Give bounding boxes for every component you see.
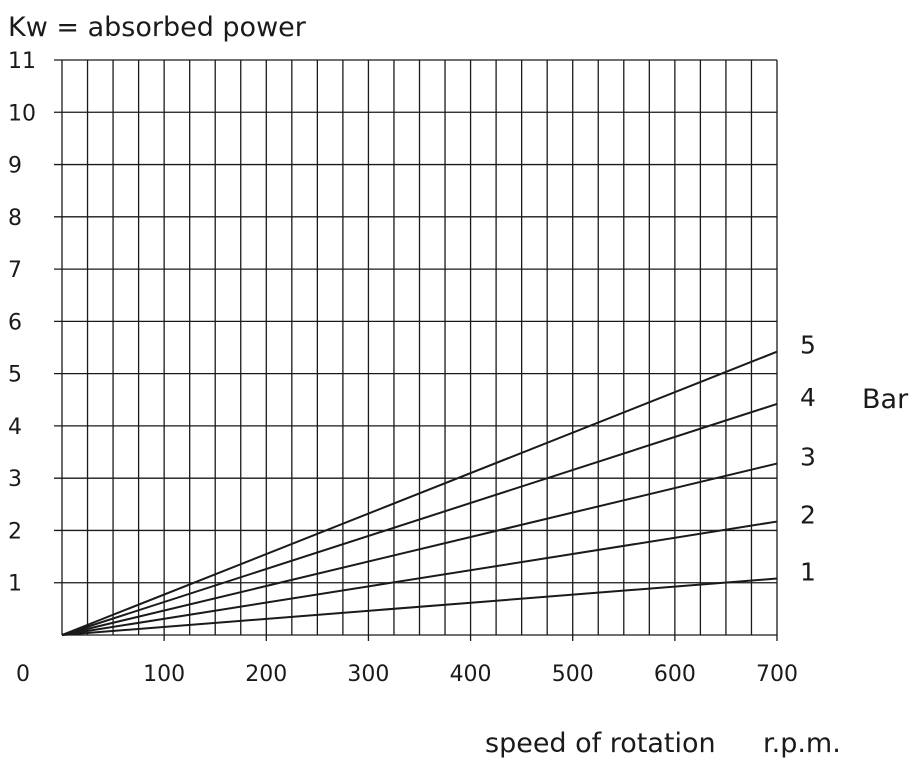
series-line-1: [61, 577, 778, 636]
x-tick-label: 600: [654, 662, 696, 687]
y-tick-label: 11: [8, 49, 36, 74]
x-tick-label: 0: [16, 662, 30, 687]
x-axis-unit: r.p.m.: [763, 728, 841, 759]
grid: [54, 59, 778, 641]
x-axis-label: speed of rotation: [485, 728, 716, 759]
x-tick-label: 300: [347, 662, 389, 687]
y-tick-label: 5: [8, 363, 22, 388]
y-tick-label: 10: [8, 101, 36, 126]
x-tick-label: 700: [756, 662, 798, 687]
series-line-3: [61, 462, 778, 636]
chart-title: Kw = absorbed power: [8, 12, 307, 43]
series-label-2: 2: [800, 501, 816, 530]
x-tick-label: 100: [143, 662, 185, 687]
y-tick-label: 8: [8, 206, 22, 231]
y-tick-label: 7: [8, 258, 22, 283]
x-tick-label: 400: [450, 662, 492, 687]
legend-title: Bar: [862, 384, 909, 415]
series-lines: [61, 350, 778, 636]
y-tick-label: 2: [8, 519, 22, 544]
series-label-5: 5: [800, 331, 816, 360]
series-line-4: [61, 403, 778, 636]
y-tick-labels: 1 2 3 4 5 6 7 8 9 10 11: [8, 49, 36, 597]
y-tick-label: 4: [8, 415, 22, 440]
series-line-2: [61, 520, 778, 636]
y-tick-label: 6: [8, 310, 22, 335]
y-tick-label: 1: [8, 572, 22, 597]
y-tick-label: 9: [8, 154, 22, 179]
x-tick-label: 500: [552, 662, 594, 687]
series-label-4: 4: [800, 383, 816, 412]
series-label-1: 1: [800, 558, 816, 587]
x-tick-label: 200: [245, 662, 287, 687]
x-tick-labels: 0 100 200 300 400 500 600 700: [16, 662, 798, 687]
series-line-5: [61, 350, 778, 636]
series-label-3: 3: [800, 443, 816, 472]
y-tick-label: 3: [8, 467, 22, 492]
series-labels: 1 2 3 4 5: [800, 331, 816, 587]
